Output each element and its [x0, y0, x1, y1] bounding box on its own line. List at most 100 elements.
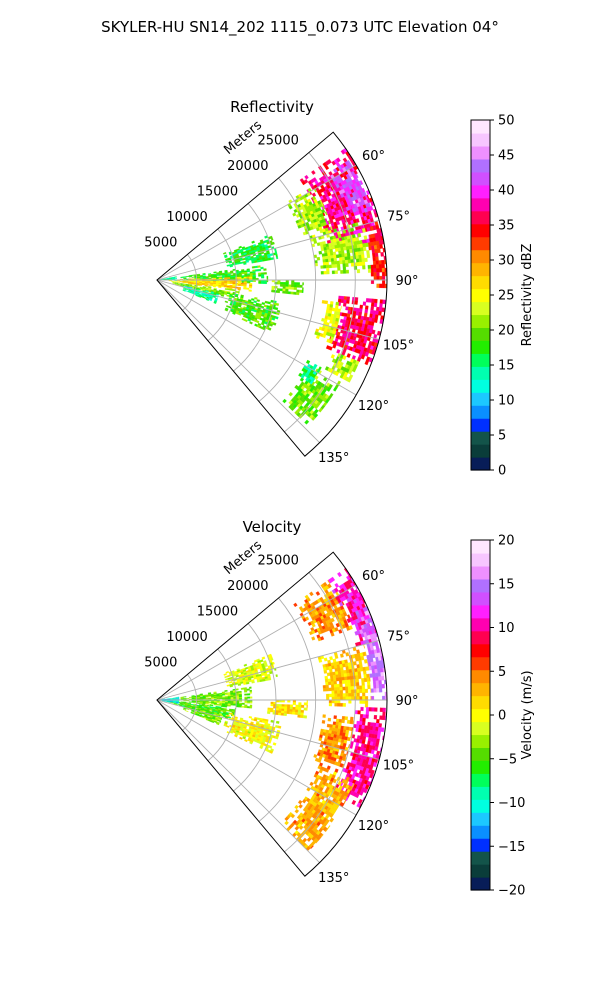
- sector-frame: [156, 131, 388, 457]
- range-ring: [207, 648, 237, 762]
- azimuth-spoke: [156, 699, 357, 816]
- echo-region: [293, 579, 353, 642]
- colorbar-segment: [471, 760, 490, 774]
- colorbar-segment: [471, 184, 490, 199]
- colorbar-segment: [471, 799, 490, 813]
- colorbar-segment: [471, 695, 490, 710]
- radial-tick-label: 15000: [197, 605, 238, 620]
- colorbar-segment: [471, 552, 490, 567]
- colorbar-segment: [471, 314, 490, 329]
- radial-tick-label: 20000: [227, 579, 268, 594]
- colorbar-segment: [471, 864, 490, 878]
- colorbar-segment: [471, 669, 490, 684]
- echo-region: [325, 295, 386, 367]
- panel-title: Velocity: [243, 518, 302, 536]
- colorbar-segment: [471, 773, 490, 787]
- colorbar-segment: [471, 565, 490, 580]
- colorbar-segment: [471, 366, 490, 380]
- azimuth-tick-label: 120°: [358, 399, 389, 414]
- azimuth-tick-label: 60°: [362, 149, 385, 164]
- azimuth-tick-label: 120°: [358, 819, 389, 834]
- colorbar-tick-label: 20: [498, 534, 515, 549]
- colorbar-segment: [471, 630, 490, 645]
- colorbar-tick-label: 40: [498, 184, 515, 199]
- echo-region: [223, 712, 282, 754]
- radial-tick-label: 20000: [227, 159, 268, 174]
- radial-tick-label: 25000: [258, 134, 299, 149]
- echo-region: [317, 644, 372, 708]
- colorbar-segment: [471, 379, 490, 393]
- colorbar-segment: [471, 197, 490, 212]
- range-ring: [284, 572, 356, 853]
- echo-region: [172, 281, 240, 299]
- colorbar-tick-label: −15: [498, 840, 525, 855]
- range-ring: [284, 152, 356, 433]
- colorbar-segment: [471, 838, 490, 852]
- colorbar-segment: [471, 734, 490, 749]
- echo-region: [223, 653, 278, 688]
- colorbar-segment: [471, 249, 490, 264]
- colorbar-segment: [471, 457, 490, 471]
- azimuth-spoke: [156, 279, 320, 443]
- colorbar-tick-label: −20: [498, 884, 525, 899]
- colorbar-segment: [471, 643, 490, 658]
- colorbar-tick-label: 15: [498, 359, 515, 374]
- colorbar-segment: [471, 236, 490, 251]
- colorbar-segment: [471, 132, 490, 147]
- colorbar-tick-label: 20: [498, 324, 515, 339]
- colorbar-segment: [471, 604, 490, 619]
- radial-tick-label: 25000: [258, 554, 299, 569]
- azimuth-tick-label: 105°: [383, 339, 414, 354]
- colorbar-segment: [471, 617, 490, 632]
- colorbar-label: Reflectivity dBZ: [520, 244, 535, 347]
- colorbar-tick-label: −10: [498, 796, 525, 811]
- azimuth-spoke: [156, 279, 357, 396]
- colorbar-segment: [471, 578, 490, 593]
- radial-tick-label: 5000: [144, 656, 177, 671]
- colorbar-segment: [471, 145, 490, 160]
- colorbar-segment: [471, 223, 490, 238]
- colorbar-tick-label: 45: [498, 149, 515, 164]
- reflectivity-panel: Reflectivity500010000150002000025000Mete…: [144, 98, 535, 479]
- azimuth-spoke: [156, 279, 380, 340]
- colorbar-segment: [471, 353, 490, 367]
- colorbar-segment: [471, 171, 490, 186]
- azimuth-tick-label: 135°: [318, 871, 349, 886]
- azimuth-tick-label: 105°: [383, 759, 414, 774]
- range-ring: [233, 203, 277, 372]
- range-ring: [258, 597, 317, 822]
- radial-tick-label: 10000: [166, 210, 207, 225]
- azimuth-spoke: [156, 220, 380, 281]
- figure-title: SKYLER-HU SN14_202 1115_0.073 UTC Elevat…: [101, 18, 499, 37]
- colorbar-tick-label: 35: [498, 219, 515, 234]
- echo-region: [313, 714, 355, 773]
- echo-region: [267, 699, 308, 719]
- radial-tick-label: 10000: [166, 630, 207, 645]
- echo-region: [354, 606, 387, 701]
- azimuth-spoke: [156, 699, 320, 863]
- colorbar-tick-label: 5: [498, 665, 506, 680]
- echo-region: [287, 187, 333, 236]
- colorbar-segment: [471, 540, 490, 554]
- colorbar-segment: [471, 682, 490, 697]
- colorbar-segment: [471, 301, 490, 316]
- azimuth-tick-label: 90°: [395, 274, 418, 289]
- colorbar-tick-label: 25: [498, 289, 515, 304]
- range-ring: [207, 228, 237, 342]
- radial-tick-label: 15000: [197, 185, 238, 200]
- colorbar-tick-label: −5: [498, 752, 517, 767]
- colorbar-label: Velocity (m/s): [520, 670, 535, 759]
- colorbar-segment: [471, 275, 490, 290]
- colorbar-tick-label: 10: [498, 394, 515, 409]
- colorbar-segment: [471, 812, 490, 826]
- range-ring: [233, 623, 277, 792]
- azimuth-spoke: [156, 699, 380, 760]
- colorbar: −20 −15 −10 −5 0 5 10 15 20 Velocity (m/s): [470, 534, 535, 899]
- colorbar-tick-label: 30: [498, 254, 515, 269]
- colorbar-segment: [471, 340, 490, 354]
- azimuth-tick-label: 75°: [387, 209, 410, 224]
- azimuth-spoke: [156, 164, 357, 281]
- colorbar-segment: [471, 158, 490, 173]
